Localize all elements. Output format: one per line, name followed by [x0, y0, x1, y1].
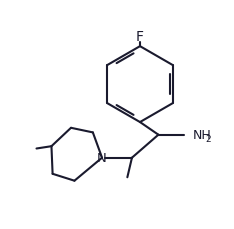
Text: N: N: [97, 152, 107, 164]
Text: NH: NH: [193, 129, 212, 142]
Text: F: F: [136, 30, 144, 44]
Text: 2: 2: [205, 135, 211, 144]
